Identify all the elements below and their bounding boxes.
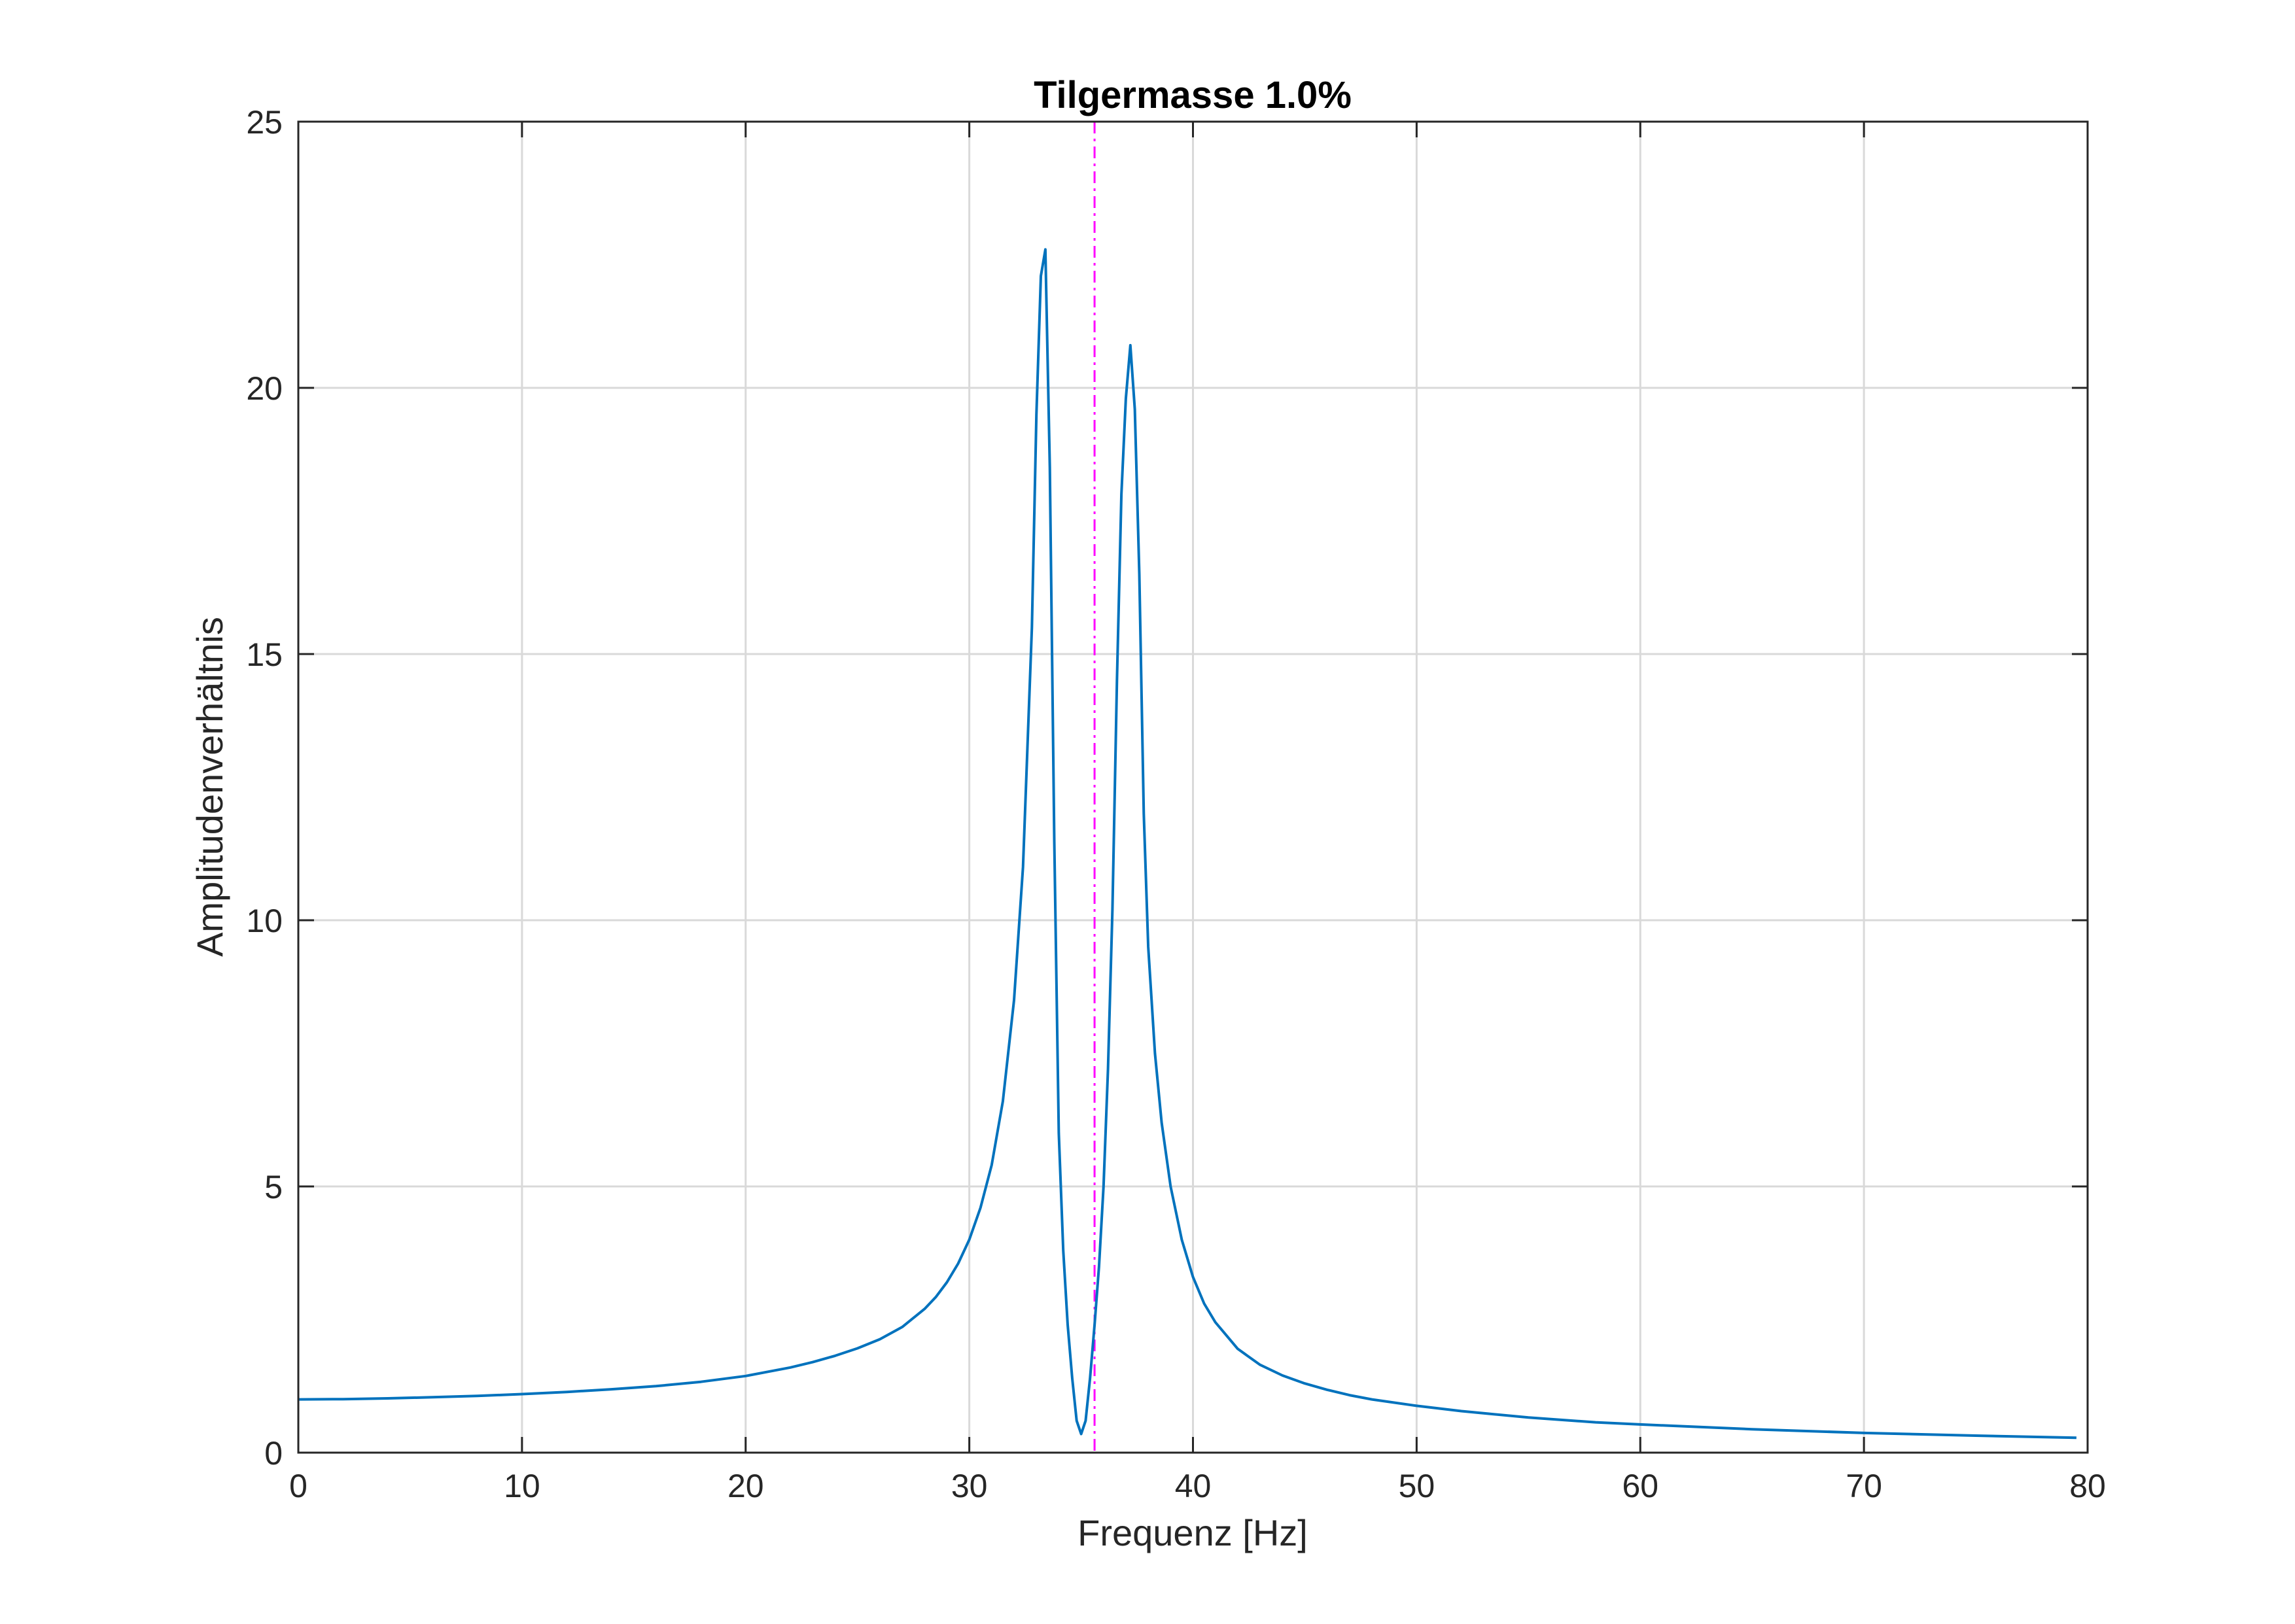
x-tick-label: 40 [1175, 1468, 1212, 1504]
x-tick-label: 70 [1846, 1468, 1882, 1504]
y-tick-label: 0 [264, 1435, 283, 1472]
y-tick-label: 5 [264, 1169, 283, 1205]
ticks [297, 120, 2089, 1454]
y-tick-label: 25 [246, 104, 283, 141]
x-tick-label: 60 [1622, 1468, 1658, 1504]
y-axis-title: Amplitudenverhältnis [189, 617, 230, 957]
x-tick-label: 30 [951, 1468, 988, 1504]
y-tick-label: 15 [246, 636, 283, 673]
chart-title: Tilgermasse 1.0% [1034, 74, 1352, 116]
x-tick-label: 0 [289, 1468, 307, 1504]
x-tick-label: 80 [2069, 1468, 2106, 1504]
x-tick-label: 10 [504, 1468, 540, 1504]
series-line [298, 248, 2076, 1440]
grid [298, 122, 2088, 1453]
x-tick-label: 50 [1399, 1468, 1435, 1504]
series-layer [298, 248, 2076, 1440]
y-tick-label: 10 [246, 903, 283, 939]
tick-labels: 0 10 20 30 40 50 60 70 80 0 5 10 15 20 25 [246, 104, 2105, 1504]
y-tick-label: 20 [246, 370, 283, 407]
x-tick-label: 20 [727, 1468, 764, 1504]
x-axis-title: Frequenz [Hz] [1077, 1512, 1308, 1553]
